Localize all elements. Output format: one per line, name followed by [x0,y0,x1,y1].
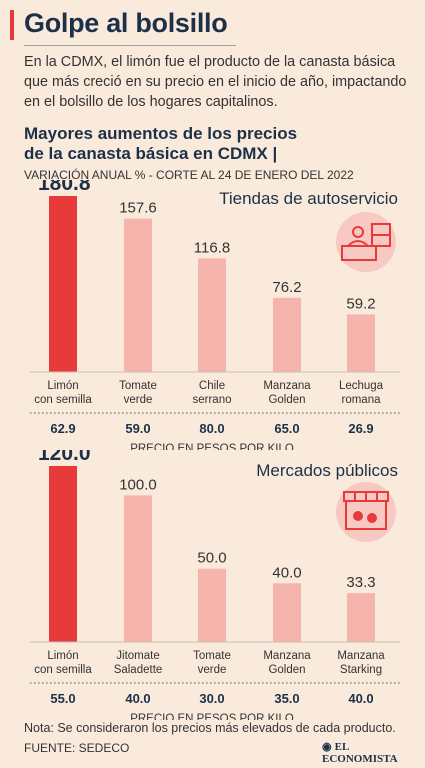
icon-circle [336,482,396,542]
category-label-0: con semilla [34,664,92,676]
footer-note: Nota: Se consideraron los precios más el… [24,721,396,735]
category-label-0: con semilla [34,394,92,406]
chart-subtitle-line1: Mayores aumentos de los precios [24,124,298,143]
value-label-2: 50.0 [197,550,226,567]
price-0: 62.9 [50,421,75,436]
value-label-3: 40.0 [272,564,301,581]
category-label-4: Starking [340,664,382,676]
category-label-0: Limón [47,380,78,392]
brand-logo: ◉ EL ECONOMISTA [322,740,425,765]
title-accent-bar [10,10,14,40]
category-label-3: Golden [268,394,305,406]
price-axis-label: PRECIO EN PESOS POR KILO [130,713,294,720]
chart-title: Mercados públicos [256,461,398,480]
globe-icon: ◉ [322,741,332,753]
category-label-0: Limón [47,650,78,662]
price-3: 65.0 [274,421,299,436]
bar-2 [198,258,226,372]
value-label-0: 180.8 [38,180,91,195]
category-label-4: Manzana [337,650,385,662]
value-label-3: 76.2 [272,279,301,296]
category-label-4: Lechuga [339,380,384,392]
category-label-1: Tomate [119,380,157,392]
value-label-4: 59.2 [346,295,375,312]
price-0: 55.0 [50,691,75,706]
value-label-4: 33.3 [346,574,375,591]
category-label-2: Chile [199,380,225,392]
price-4: 26.9 [348,421,373,436]
value-label-0: 120.0 [38,450,91,465]
price-4: 40.0 [348,691,373,706]
icon-circle [336,212,396,272]
icon-head [352,226,364,238]
price-1: 40.0 [125,691,150,706]
price-axis-label: PRECIO EN PESOS POR KILO [130,443,294,450]
source-text: FUENTE: SEDECO [24,741,130,755]
bar-1 [124,495,152,642]
category-label-3: Manzana [263,650,311,662]
icon-stall [345,500,387,530]
bar-2 [198,568,226,642]
chart-title: Tiendas de autoservicio [219,189,398,208]
category-label-1: verde [124,394,153,406]
price-2: 80.0 [199,421,224,436]
variation-note: VARIACIÓN ANUAL % - CORTE AL 24 DE ENERO… [24,168,354,182]
value-label-1: 100.0 [119,476,157,493]
icon-produce [353,511,363,521]
icon-counter [341,245,377,261]
price-2: 30.0 [199,691,224,706]
category-label-1: Jitomate [116,650,159,662]
chart-subtitle: Mayores aumentos de los precios de la ca… [24,124,297,164]
bar-0 [49,466,77,642]
chart-subtitle-line2: de la canasta básica en CDMX | [24,144,278,163]
value-label-1: 157.6 [119,200,157,217]
intro-text: En la CDMX, el limón fue el producto de … [24,54,407,110]
bar-3 [273,583,301,642]
category-label-3: Manzana [263,380,311,392]
brand-name: EL ECONOMISTA [322,741,398,765]
bar-4 [347,314,375,372]
category-label-2: verde [198,664,227,676]
chart-autoservicio: Tiendas de autoservicio 180.8 Limón con sem… [30,180,400,450]
chart-mercados: Mercados públicos 120.0 Limón con semilla 55… [30,450,400,720]
category-label-2: serrano [193,394,232,406]
price-1: 59.0 [125,421,150,436]
icon-shoulders [347,240,369,247]
bar-1 [124,218,152,372]
price-3: 35.0 [274,691,299,706]
bar-0 [49,196,77,372]
category-label-3: Golden [268,664,305,676]
category-label-1: Saladette [114,664,163,676]
page-title: Golpe al bolsillo [24,8,228,38]
value-label-2: 116.8 [194,239,230,256]
bar-4 [347,593,375,642]
category-label-2: Tomate [193,650,231,662]
bar-3 [273,297,301,372]
icon-produce [367,513,377,523]
title-divider [24,45,236,46]
category-label-4: romana [342,394,382,406]
